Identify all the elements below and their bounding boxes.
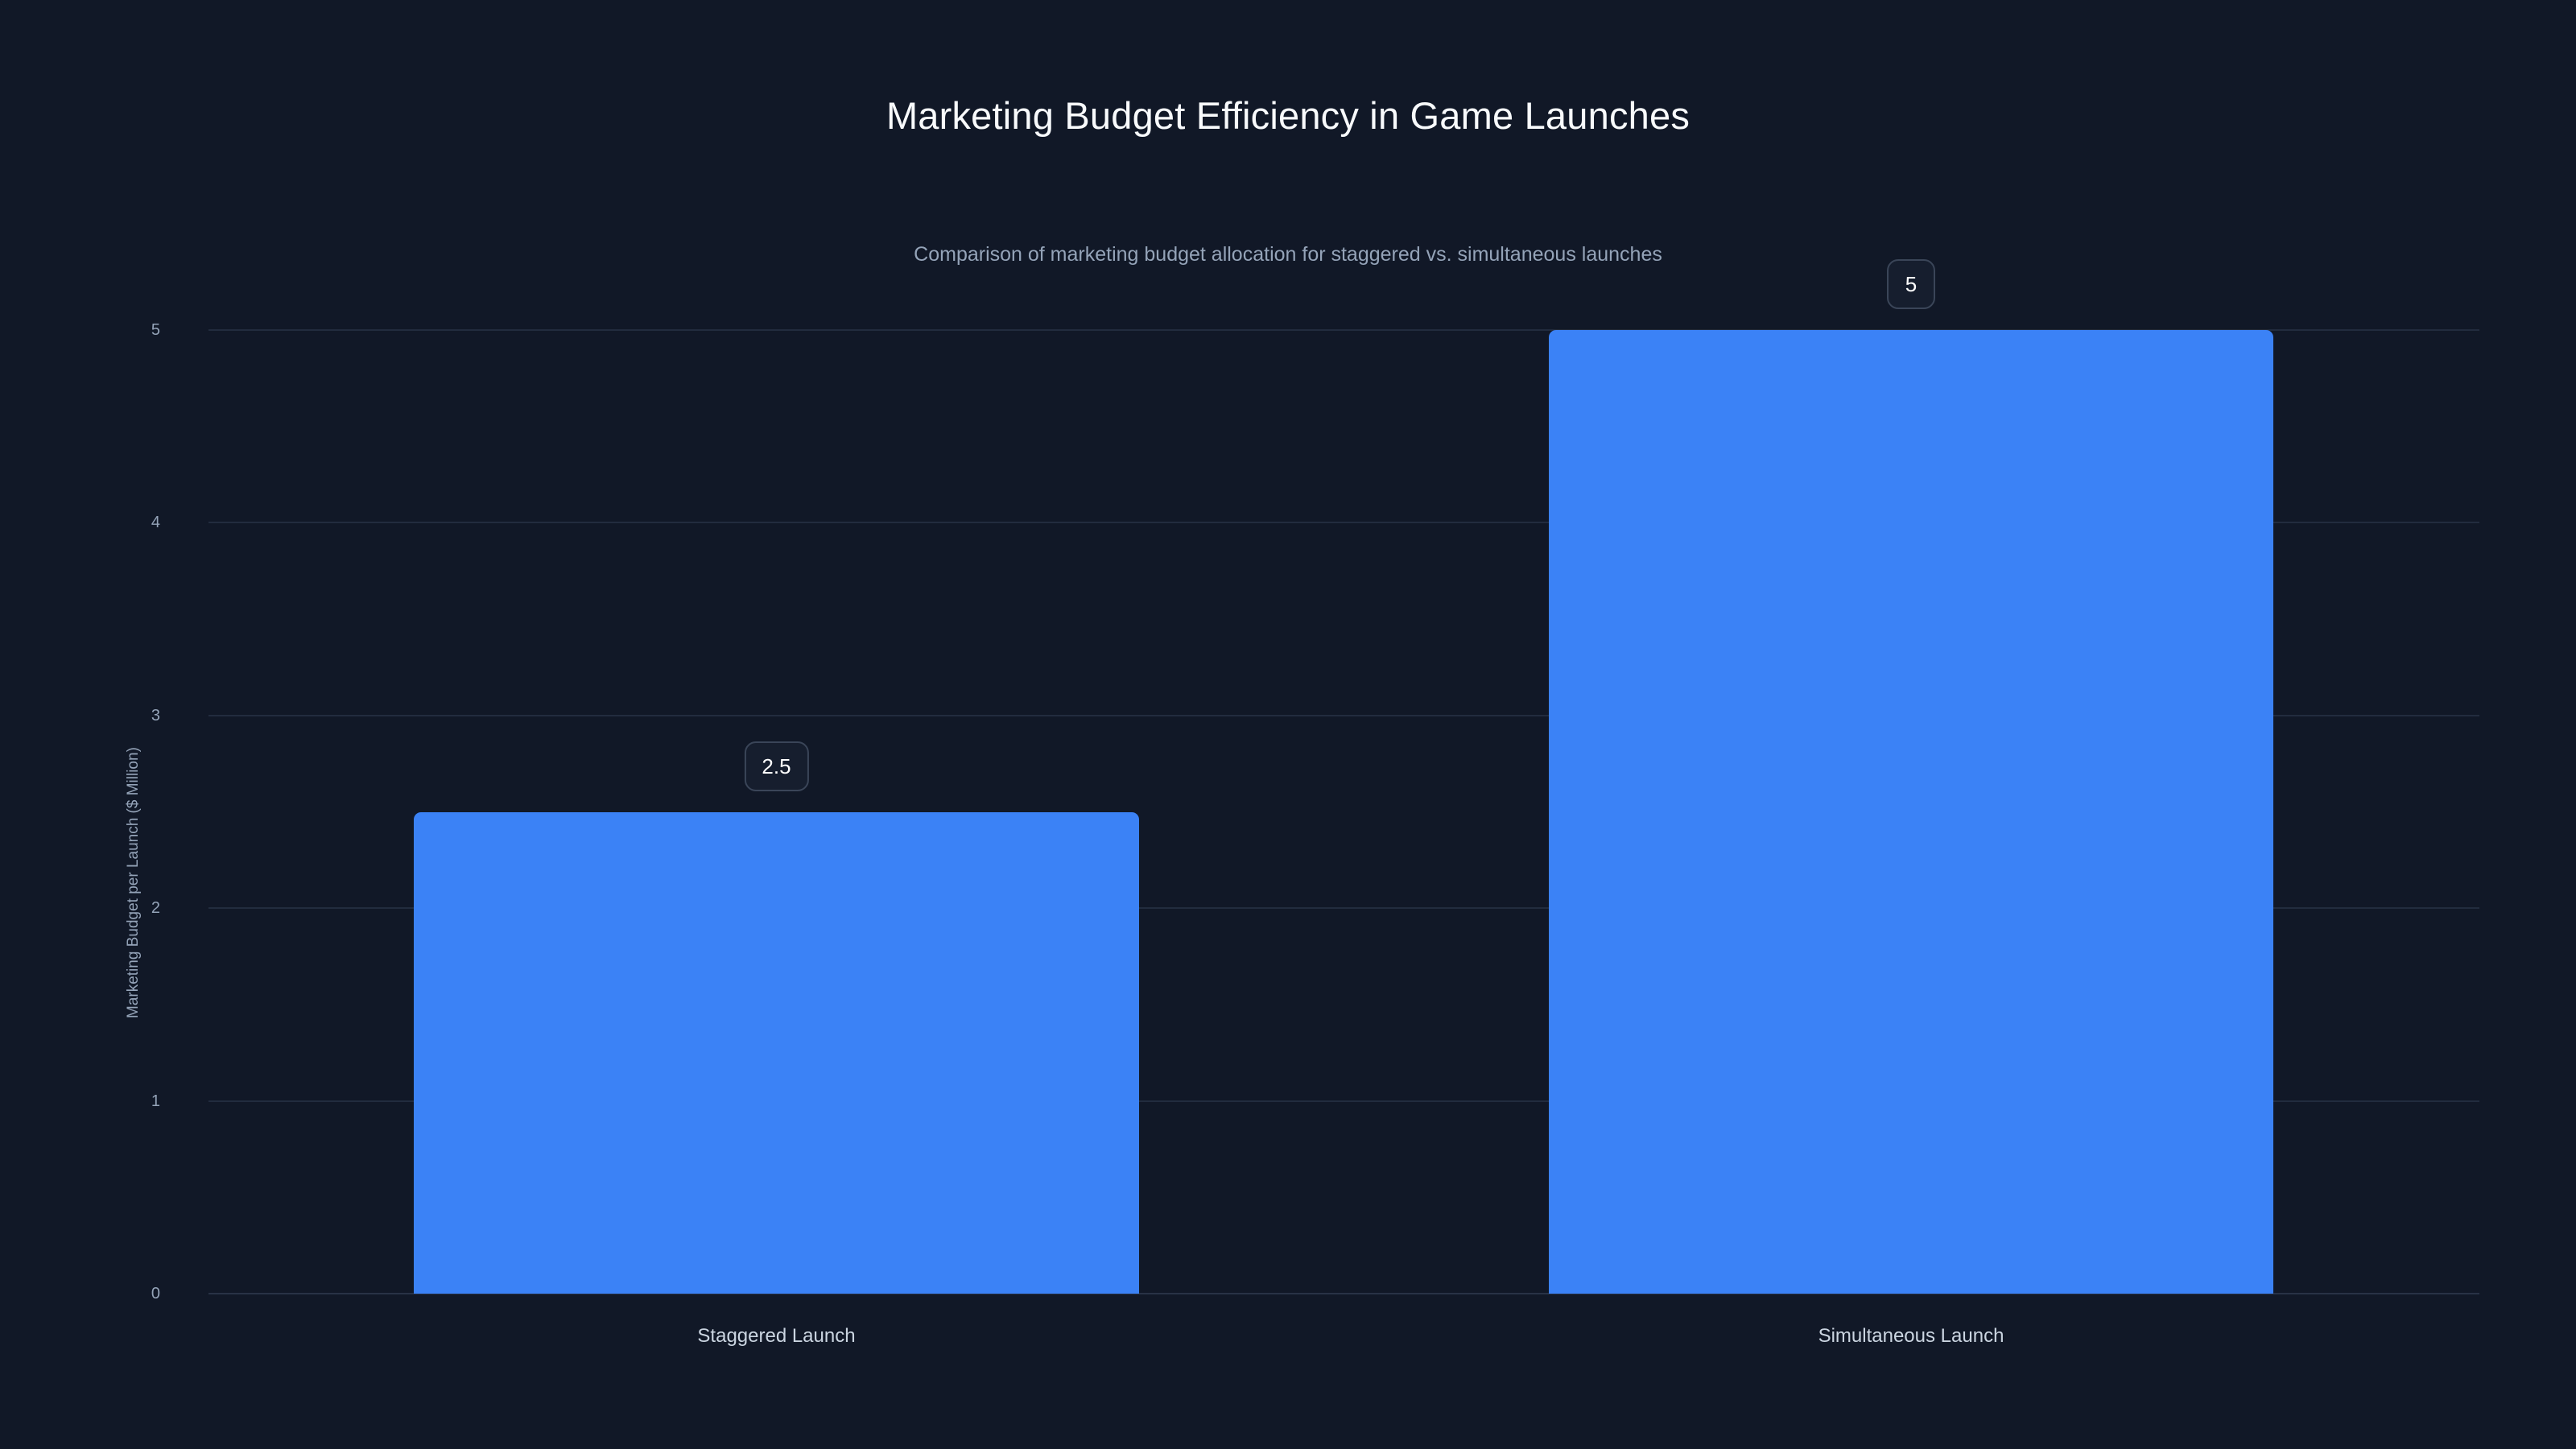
y-axis-tick-label: 4 (151, 514, 160, 532)
y-axis-tick-label: 5 (151, 321, 160, 339)
page-title: Marketing Budget Efficiency in Game Laun… (886, 94, 1690, 137)
gridline (208, 1100, 2479, 1102)
x-axis-category-label: Simultaneous Launch (1818, 1325, 2004, 1347)
x-axis-category-label: Staggered Launch (697, 1325, 856, 1347)
bar-value-label: 5 (1887, 259, 1935, 309)
gridline (208, 1293, 2479, 1294)
gridline (208, 522, 2479, 524)
gridline (208, 329, 2479, 331)
bar[interactable] (414, 811, 1139, 1294)
plot-area (208, 329, 2479, 1294)
gridline (208, 907, 2479, 910)
gridline (208, 714, 2479, 716)
y-axis-tick-label: 1 (151, 1092, 160, 1110)
y-axis-tick-label: 3 (151, 706, 160, 724)
y-axis-tick-label: 0 (151, 1285, 160, 1302)
chart-subtitle: Comparison of marketing budget allocatio… (914, 243, 1662, 266)
y-axis-tick-label: 2 (151, 899, 160, 918)
bar-value-label: 2.5 (744, 741, 809, 791)
bar[interactable] (1549, 330, 2273, 1294)
